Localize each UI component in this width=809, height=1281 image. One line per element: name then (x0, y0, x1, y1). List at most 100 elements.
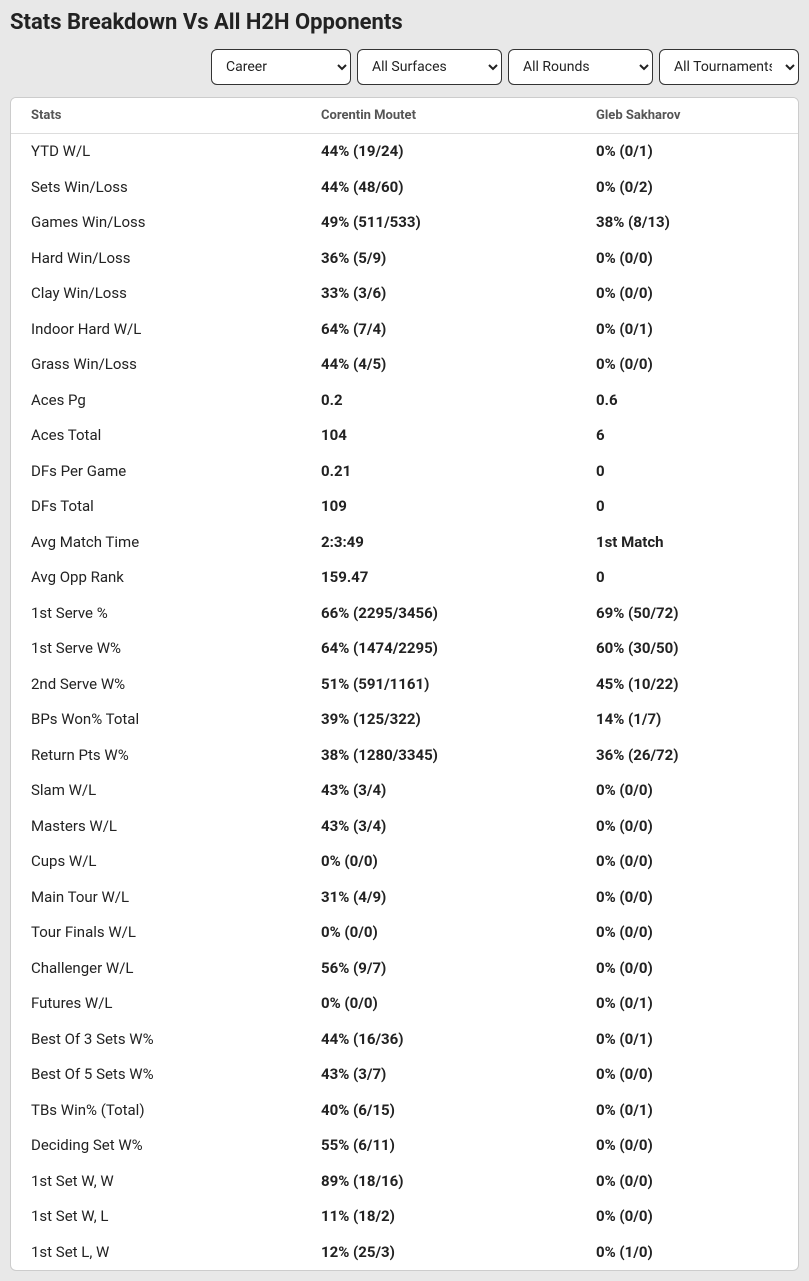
table-row: Avg Opp Rank159.470 (11, 560, 798, 596)
stat-value-player1: 38% (1280/3345) (301, 738, 576, 774)
stat-value-player2: 0% (0/0) (576, 809, 798, 845)
stat-value-player1: 11% (18/2) (301, 1199, 576, 1235)
stats-table-container: Stats Corentin Moutet Gleb Sakharov YTD … (10, 97, 799, 1271)
stat-value-player1: 40% (6/15) (301, 1093, 576, 1129)
stat-value-player2: 69% (50/72) (576, 596, 798, 632)
table-row: Slam W/L43% (3/4)0% (0/0) (11, 773, 798, 809)
stat-value-player1: 66% (2295/3456) (301, 596, 576, 632)
stat-value-player1: 0% (0/0) (301, 844, 576, 880)
stat-value-player2: 0 (576, 454, 798, 490)
stat-value-player2: 0% (0/0) (576, 347, 798, 383)
stat-label: 1st Set W, W (11, 1164, 301, 1200)
stat-label: Aces Total (11, 418, 301, 454)
stat-value-player2: 60% (30/50) (576, 631, 798, 667)
stat-value-player1: 56% (9/7) (301, 951, 576, 987)
stat-label: Games Win/Loss (11, 205, 301, 241)
stat-value-player1: 33% (3/6) (301, 276, 576, 312)
stat-value-player2: 36% (26/72) (576, 738, 798, 774)
table-row: 1st Serve W%64% (1474/2295)60% (30/50) (11, 631, 798, 667)
stat-label: 2nd Serve W% (11, 667, 301, 703)
stat-label: 1st Serve W% (11, 631, 301, 667)
stat-value-player2: 1st Match (576, 525, 798, 561)
period-select[interactable]: Career (211, 49, 351, 85)
stat-value-player1: 51% (591/1161) (301, 667, 576, 703)
stat-label: Futures W/L (11, 986, 301, 1022)
stat-value-player2: 0% (0/1) (576, 134, 798, 170)
stats-breakdown-panel: Stats Breakdown Vs All H2H Opponents Car… (0, 0, 809, 1281)
stat-label: Best Of 5 Sets W% (11, 1057, 301, 1093)
stats-table: Stats Corentin Moutet Gleb Sakharov YTD … (11, 98, 798, 1270)
table-row: Hard Win/Loss36% (5/9)0% (0/0) (11, 241, 798, 277)
table-row: BPs Won% Total39% (125/322)14% (1/7) (11, 702, 798, 738)
stat-label: Aces Pg (11, 383, 301, 419)
stat-label: Avg Opp Rank (11, 560, 301, 596)
stat-value-player2: 0% (0/0) (576, 1164, 798, 1200)
stat-value-player2: 0% (0/0) (576, 241, 798, 277)
round-select[interactable]: All Rounds (508, 49, 653, 85)
stat-label: TBs Win% (Total) (11, 1093, 301, 1129)
table-row: 1st Serve %66% (2295/3456)69% (50/72) (11, 596, 798, 632)
stat-label: Tour Finals W/L (11, 915, 301, 951)
stat-value-player1: 0.21 (301, 454, 576, 490)
stat-value-player1: 44% (4/5) (301, 347, 576, 383)
table-row: Main Tour W/L31% (4/9)0% (0/0) (11, 880, 798, 916)
stat-value-player1: 0% (0/0) (301, 915, 576, 951)
stat-value-player2: 0 (576, 489, 798, 525)
stat-label: Cups W/L (11, 844, 301, 880)
table-row: YTD W/L44% (19/24)0% (0/1) (11, 134, 798, 170)
stat-label: Masters W/L (11, 809, 301, 845)
filter-bar: Career All Surfaces All Rounds All Tourn… (10, 49, 799, 85)
header-stats: Stats (11, 98, 301, 134)
stat-value-player2: 0% (0/0) (576, 951, 798, 987)
stat-label: 1st Set W, L (11, 1199, 301, 1235)
stat-value-player2: 45% (10/22) (576, 667, 798, 703)
stat-label: YTD W/L (11, 134, 301, 170)
stat-value-player1: 64% (1474/2295) (301, 631, 576, 667)
table-header-row: Stats Corentin Moutet Gleb Sakharov (11, 98, 798, 134)
stat-value-player2: 0% (0/2) (576, 170, 798, 206)
stat-label: Best Of 3 Sets W% (11, 1022, 301, 1058)
stat-value-player1: 44% (16/36) (301, 1022, 576, 1058)
stat-label: Clay Win/Loss (11, 276, 301, 312)
stat-value-player1: 31% (4/9) (301, 880, 576, 916)
stat-label: BPs Won% Total (11, 702, 301, 738)
stat-label: Challenger W/L (11, 951, 301, 987)
page-title: Stats Breakdown Vs All H2H Opponents (10, 10, 799, 35)
stat-label: Avg Match Time (11, 525, 301, 561)
stat-label: Sets Win/Loss (11, 170, 301, 206)
stat-label: Deciding Set W% (11, 1128, 301, 1164)
stat-label: Return Pts W% (11, 738, 301, 774)
stat-value-player2: 0% (0/0) (576, 1128, 798, 1164)
stat-value-player1: 2:3:49 (301, 525, 576, 561)
stat-value-player2: 0% (0/0) (576, 915, 798, 951)
stat-value-player1: 44% (48/60) (301, 170, 576, 206)
table-row: Grass Win/Loss44% (4/5)0% (0/0) (11, 347, 798, 383)
stat-value-player2: 0% (0/0) (576, 844, 798, 880)
stat-label: 1st Serve % (11, 596, 301, 632)
table-row: 1st Set W, W89% (18/16)0% (0/0) (11, 1164, 798, 1200)
table-row: Aces Total1046 (11, 418, 798, 454)
table-row: 2nd Serve W%51% (591/1161)45% (10/22) (11, 667, 798, 703)
table-row: Games Win/Loss49% (511/533)38% (8/13) (11, 205, 798, 241)
table-row: Indoor Hard W/L64% (7/4)0% (0/1) (11, 312, 798, 348)
stat-value-player1: 159.47 (301, 560, 576, 596)
stat-label: Indoor Hard W/L (11, 312, 301, 348)
stat-value-player2: 0% (0/0) (576, 773, 798, 809)
stat-value-player1: 39% (125/322) (301, 702, 576, 738)
tournament-select[interactable]: All Tournaments (659, 49, 799, 85)
header-player2: Gleb Sakharov (576, 98, 798, 134)
surface-select[interactable]: All Surfaces (357, 49, 502, 85)
stat-value-player1: 64% (7/4) (301, 312, 576, 348)
stat-value-player2: 38% (8/13) (576, 205, 798, 241)
table-row: Avg Match Time2:3:491st Match (11, 525, 798, 561)
stat-label: DFs Per Game (11, 454, 301, 490)
stat-value-player1: 44% (19/24) (301, 134, 576, 170)
stat-value-player2: 0% (0/1) (576, 1093, 798, 1129)
stat-value-player2: 0% (0/1) (576, 312, 798, 348)
stat-value-player1: 0% (0/0) (301, 986, 576, 1022)
stat-value-player2: 0% (0/1) (576, 1022, 798, 1058)
table-row: Clay Win/Loss33% (3/6)0% (0/0) (11, 276, 798, 312)
stat-value-player2: 14% (1/7) (576, 702, 798, 738)
table-row: Best Of 3 Sets W%44% (16/36)0% (0/1) (11, 1022, 798, 1058)
stat-value-player1: 43% (3/7) (301, 1057, 576, 1093)
